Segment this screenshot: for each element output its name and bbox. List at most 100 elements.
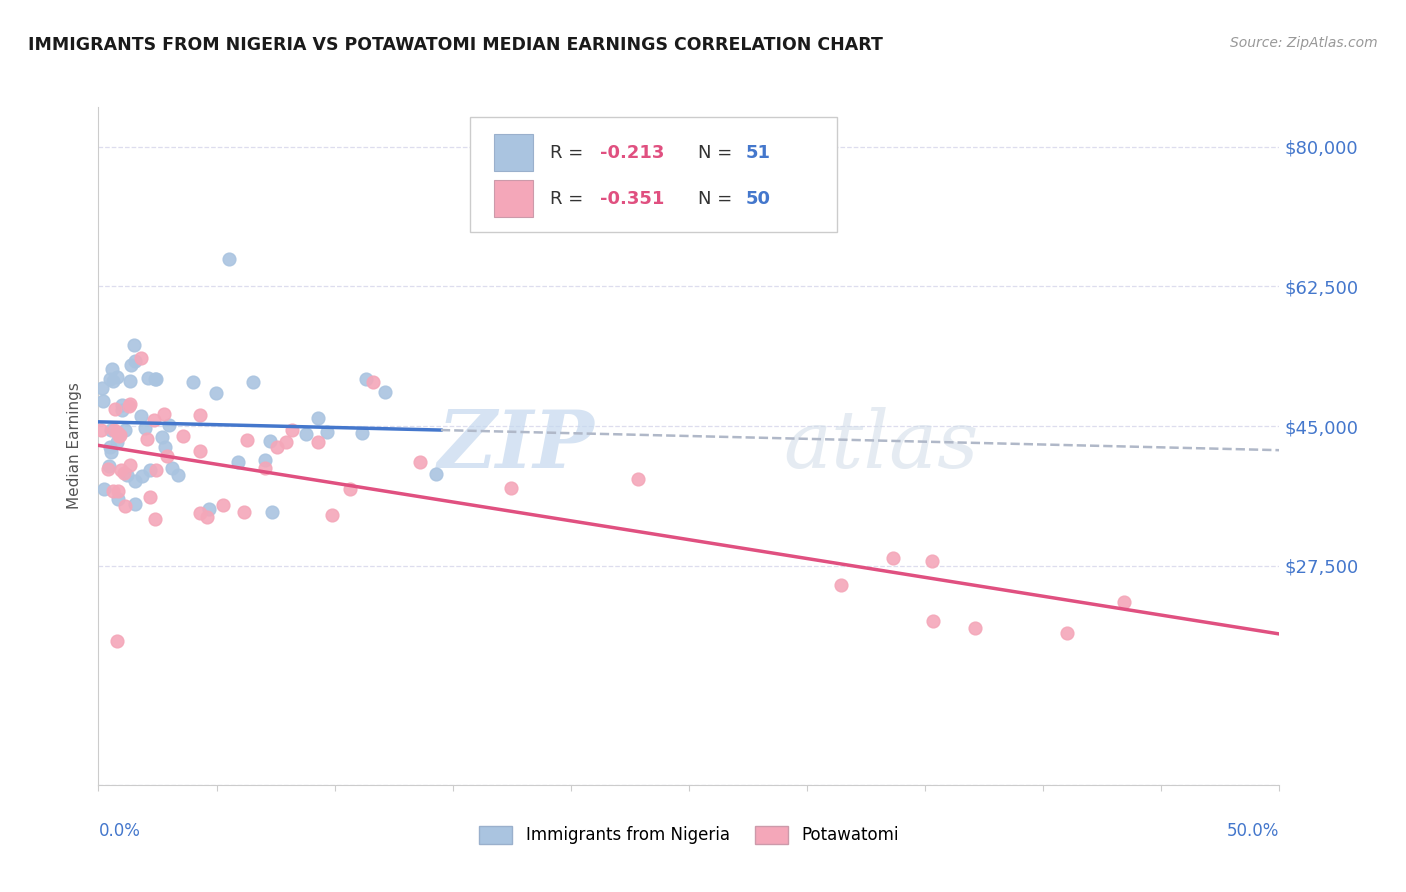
Point — [143, 413, 166, 427]
Point — [266, 440, 288, 454]
Point — [361, 375, 384, 389]
Point — [118, 399, 141, 413]
Text: ZIP: ZIP — [437, 408, 595, 484]
FancyBboxPatch shape — [471, 117, 837, 233]
Point — [166, 468, 188, 483]
Point — [143, 512, 166, 526]
Text: R =: R = — [550, 145, 589, 162]
Point — [134, 420, 156, 434]
Point — [107, 484, 129, 499]
Point — [830, 578, 852, 592]
Point — [114, 500, 136, 514]
Point — [374, 384, 396, 399]
Point — [105, 425, 128, 439]
Point — [111, 402, 134, 417]
Point — [143, 372, 166, 386]
Point — [124, 474, 146, 488]
Point — [98, 372, 121, 386]
Point — [136, 432, 159, 446]
Point — [138, 491, 160, 505]
Point — [218, 252, 240, 266]
Point — [110, 463, 132, 477]
Point — [139, 463, 162, 477]
Point — [110, 399, 132, 413]
Point — [1056, 626, 1078, 640]
Point — [101, 374, 124, 388]
Point — [129, 351, 152, 366]
Point — [107, 491, 129, 506]
Point — [153, 440, 176, 454]
Text: 0.0%: 0.0% — [98, 822, 141, 840]
Point — [295, 426, 318, 441]
Point — [105, 370, 128, 384]
Point — [90, 423, 112, 437]
Point — [108, 427, 131, 442]
Point — [104, 401, 127, 416]
Point — [100, 423, 122, 437]
Point — [922, 615, 945, 629]
Point — [118, 374, 141, 388]
Text: -0.213: -0.213 — [600, 145, 665, 162]
Text: 51: 51 — [745, 145, 770, 162]
Point — [233, 505, 256, 519]
Point — [105, 434, 128, 449]
Point — [131, 468, 153, 483]
Point — [97, 462, 120, 476]
Point — [499, 481, 522, 495]
Point — [118, 458, 141, 472]
Point — [124, 498, 146, 512]
Point — [316, 425, 339, 439]
Point — [350, 425, 373, 440]
Point — [157, 418, 180, 433]
Point — [339, 483, 361, 497]
Point — [253, 453, 276, 467]
Point — [195, 510, 218, 524]
Point — [124, 338, 146, 352]
Point — [97, 458, 120, 473]
Point — [103, 423, 125, 437]
FancyBboxPatch shape — [494, 179, 533, 217]
Point — [1112, 595, 1135, 609]
Point — [188, 408, 211, 422]
Text: R =: R = — [550, 190, 589, 208]
Point — [100, 445, 122, 459]
Legend: Immigrants from Nigeria, Potawatomi: Immigrants from Nigeria, Potawatomi — [479, 826, 898, 845]
Point — [105, 634, 128, 648]
Point — [93, 482, 115, 496]
Point — [307, 434, 329, 449]
Point — [409, 455, 432, 469]
Text: N =: N = — [699, 145, 738, 162]
Text: IMMIGRANTS FROM NIGERIA VS POTAWATOMI MEDIAN EARNINGS CORRELATION CHART: IMMIGRANTS FROM NIGERIA VS POTAWATOMI ME… — [28, 36, 883, 54]
Point — [129, 409, 152, 424]
Point — [963, 622, 986, 636]
Point — [120, 397, 142, 411]
Point — [183, 376, 205, 390]
FancyBboxPatch shape — [494, 134, 533, 171]
Point — [108, 429, 131, 443]
Point — [153, 407, 176, 421]
Point — [188, 506, 211, 520]
Point — [226, 455, 249, 469]
Point — [114, 466, 136, 480]
Point — [91, 381, 114, 395]
Point — [276, 434, 298, 449]
Point — [114, 424, 136, 438]
Point — [254, 460, 277, 475]
Point — [98, 440, 121, 454]
Point — [259, 434, 281, 449]
Point — [103, 484, 125, 499]
Point — [921, 554, 943, 568]
Point — [242, 376, 264, 390]
Text: -0.351: -0.351 — [600, 190, 665, 208]
Text: 50.0%: 50.0% — [1227, 822, 1279, 840]
Point — [115, 468, 138, 483]
Point — [627, 472, 650, 486]
Point — [198, 501, 221, 516]
Point — [93, 394, 115, 409]
Text: Source: ZipAtlas.com: Source: ZipAtlas.com — [1230, 36, 1378, 50]
Text: 50: 50 — [745, 190, 770, 208]
Text: N =: N = — [699, 190, 738, 208]
Point — [145, 463, 167, 477]
Point — [307, 411, 329, 425]
Point — [882, 550, 904, 565]
